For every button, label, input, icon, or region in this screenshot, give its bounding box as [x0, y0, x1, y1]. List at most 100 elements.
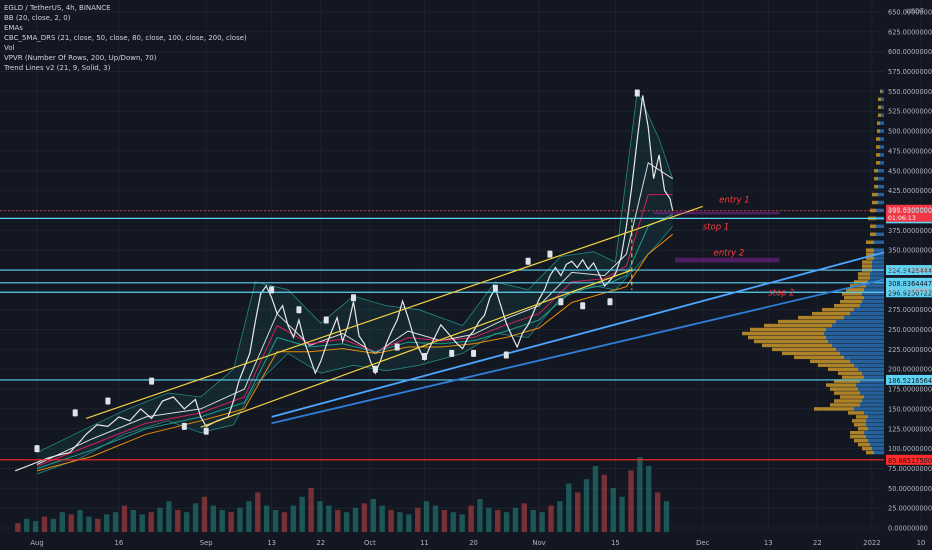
vpvr-row-up	[848, 411, 864, 415]
current-price-tag-bg	[886, 204, 932, 222]
vpvr-row-up	[866, 252, 874, 256]
volume-bar	[646, 466, 652, 532]
y-tick-label: 0.00000000	[888, 525, 928, 533]
vpvr-row-up	[878, 97, 881, 102]
volume-bar	[228, 512, 234, 532]
volume-bar	[130, 510, 137, 532]
vpvr-row-up	[854, 438, 868, 443]
vpvr-row-down	[881, 113, 884, 117]
vpvr-row-down	[878, 176, 884, 181]
volume-bar	[654, 492, 661, 532]
y-tick-label: 175.00000000	[888, 386, 932, 394]
volume-bar	[370, 499, 376, 532]
volume-bar	[166, 501, 172, 532]
vpvr-row-up	[822, 307, 854, 312]
x-tick-label: 20	[469, 539, 478, 547]
level-tag-bg	[886, 374, 932, 385]
vpvr-row-down	[858, 387, 884, 391]
current-price-label: 399.63000000	[888, 206, 932, 214]
x-tick-label: 11	[420, 539, 429, 547]
vpvr-row-down	[836, 319, 884, 324]
volume-bar	[432, 505, 439, 532]
volume-bar	[175, 510, 181, 532]
level-tag-bg	[886, 277, 932, 288]
level-tag-bg	[886, 265, 932, 276]
indicator-bb[interactable]: BB (20, close, 2, 0)	[4, 14, 71, 22]
pivot-marker	[449, 349, 455, 357]
symbol-title[interactable]: EGLD / TetherUS, 4h, BINANCE	[4, 4, 111, 12]
vpvr-row-up	[834, 391, 860, 395]
time-axis[interactable]: Aug16Sep1322Oct1120Nov15Dec132220221019	[30, 539, 932, 547]
y-tick-label: 525.00000000	[888, 108, 932, 116]
volume-bar	[566, 483, 572, 532]
vpvr-row-down	[850, 311, 884, 316]
volume-bar	[290, 505, 296, 532]
vpvr-row-up	[870, 232, 876, 237]
vpvr-row-up	[764, 323, 832, 328]
text-annotations[interactable]: entry 1 stop 1 entry 2 stop 2	[703, 196, 795, 299]
volume-bar	[628, 470, 634, 532]
indicator-vol[interactable]: Vol	[4, 44, 15, 52]
entry-zones[interactable]	[653, 211, 780, 263]
trend-lines[interactable]	[85, 205, 885, 428]
volume-bar	[637, 457, 643, 532]
pivot-marker	[149, 377, 155, 385]
y-tick-label: 25.00000000	[888, 505, 932, 513]
vpvr-row-down	[866, 284, 884, 288]
volume-bar	[557, 501, 563, 532]
indicator-emas[interactable]: EMAs	[4, 24, 23, 32]
vpvr-row-up	[862, 264, 872, 268]
pivot-marker	[269, 286, 275, 294]
volume-bar	[59, 512, 65, 532]
indicator-vpvr[interactable]: VPVR (Number Of Rows, 200, Up/Down, 70)	[4, 54, 157, 62]
indicator-cbc[interactable]: CBC_5MA_DRS (21, close, 50, close, 80, c…	[4, 34, 247, 42]
y-tick-label: 400.00000000	[888, 207, 932, 215]
price-axis[interactable]: 0.00000000 25.00000000 50.00000000 75.00000…	[888, 9, 932, 533]
vpvr-row-down	[878, 192, 884, 197]
vpvr-row-up	[842, 375, 864, 379]
current-price-countdown: 01:06:13	[888, 215, 916, 222]
volume-bar	[184, 512, 190, 532]
indicator-trendlines[interactable]: Trend Lines v2 (21, 9, Solid, 3)	[4, 64, 111, 72]
vpvr-row-down	[874, 256, 884, 260]
vpvr-row-up	[852, 419, 866, 423]
x-tick-label: 22	[813, 539, 822, 547]
ema-line	[36, 161, 673, 465]
vpvr-row-up	[798, 315, 844, 320]
volume-bar	[219, 510, 225, 532]
vpvr-row-up	[880, 89, 882, 94]
vpvr-row-down	[881, 97, 884, 102]
vpvr-row-down	[864, 411, 884, 415]
level-tag-label: 296.92507222	[888, 289, 932, 297]
vpvr-row-up	[858, 427, 868, 431]
vpvr-row-down	[868, 438, 884, 443]
horizontal-levels[interactable]: 390.06081338324.94264441308.83644473296.…	[0, 204, 932, 465]
x-tick-label: 13	[764, 539, 773, 547]
vpvr-row-up	[862, 446, 872, 451]
volume-bar	[486, 507, 492, 532]
volume-bar	[95, 518, 101, 532]
vpvr-row-down	[880, 153, 884, 157]
volume-bar	[148, 512, 154, 532]
pivot-marker	[181, 422, 187, 430]
pivot-marker	[34, 445, 40, 453]
volume-bar	[15, 523, 21, 532]
vpvr-row-up	[874, 176, 878, 181]
volume-bar	[112, 512, 119, 532]
vpvr-row-down	[866, 423, 884, 427]
vpvr-row-down	[856, 383, 884, 387]
vpvr-row-up	[858, 442, 870, 447]
y-tick-label: 550.00000000	[888, 88, 932, 96]
trend-line	[271, 278, 885, 425]
vpvr-row-up	[840, 395, 864, 399]
x-tick-label: Aug	[30, 539, 43, 547]
volume-bar	[450, 512, 456, 532]
volume-bar	[352, 507, 359, 532]
pivot-marker	[558, 298, 564, 306]
volume-bar	[192, 503, 199, 532]
y-tick-label: 500.00000000	[888, 128, 932, 136]
pivot-marker	[607, 298, 613, 306]
x-tick-label: 15	[611, 539, 620, 547]
vpvr-row-down	[872, 264, 884, 268]
